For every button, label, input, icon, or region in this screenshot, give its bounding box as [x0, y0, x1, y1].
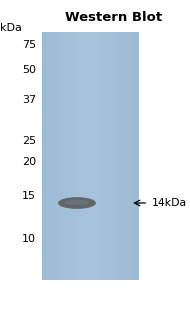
Text: 75: 75 — [22, 40, 36, 50]
Ellipse shape — [65, 200, 89, 205]
Text: kDa: kDa — [0, 23, 22, 33]
Ellipse shape — [58, 197, 96, 209]
Text: 50: 50 — [22, 65, 36, 74]
Text: Western Blot: Western Blot — [65, 11, 163, 24]
Text: 37: 37 — [22, 95, 36, 105]
Text: 20: 20 — [22, 157, 36, 167]
Text: 10: 10 — [22, 235, 36, 244]
Text: 25: 25 — [22, 136, 36, 146]
Text: 14kDa: 14kDa — [152, 198, 187, 208]
Text: 15: 15 — [22, 191, 36, 201]
